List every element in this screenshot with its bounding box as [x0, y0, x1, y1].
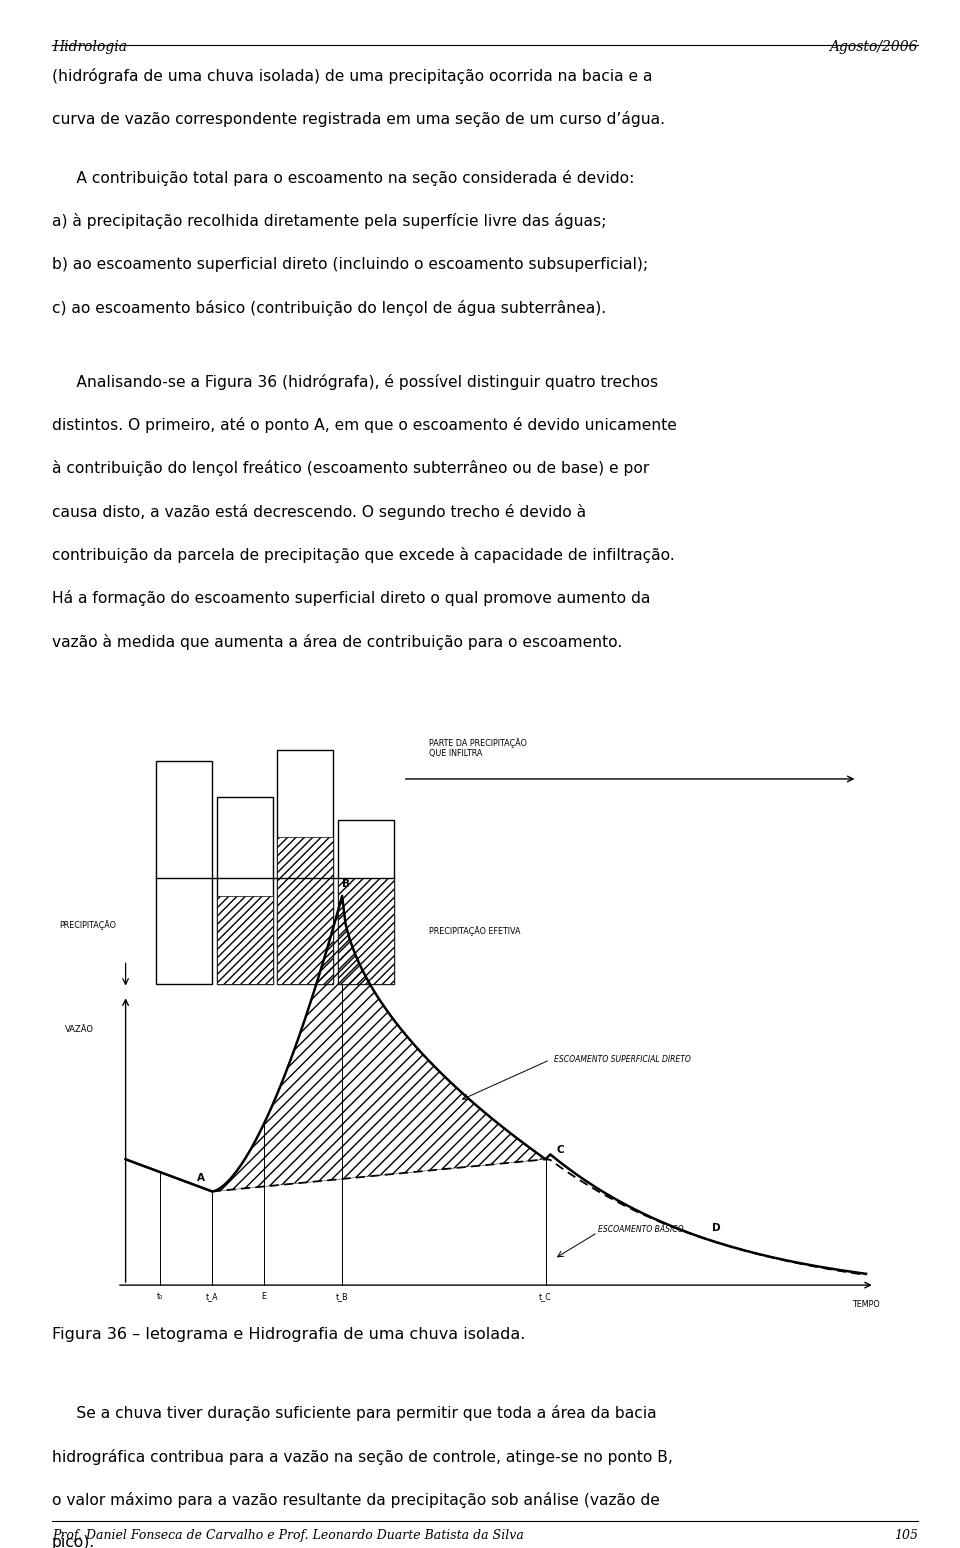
Text: c) ao escoamento básico (contribuição do lençol de água subterrânea).: c) ao escoamento básico (contribuição do…	[52, 300, 606, 316]
Text: Se a chuva tiver duração suficiente para permitir que toda a área da bacia: Se a chuva tiver duração suficiente para…	[52, 1406, 657, 1421]
Text: a) à precipitação recolhida diretamente pela superfície livre das águas;: a) à precipitação recolhida diretamente …	[52, 214, 607, 229]
Text: (hidrógrafa de uma chuva isolada) de uma precipitação ocorrida na bacia e a: (hidrógrafa de uma chuva isolada) de uma…	[52, 68, 653, 84]
Text: A: A	[197, 1173, 204, 1183]
Bar	[217, 797, 273, 985]
Bar	[217, 896, 273, 985]
Text: Há a formação do escoamento superficial direto o qual promove aumento da: Há a formação do escoamento superficial …	[52, 590, 650, 607]
Text: PARTE DA PRECIPITAÇÃO
QUE INFILTRA: PARTE DA PRECIPITAÇÃO QUE INFILTRA	[429, 738, 527, 759]
Text: pico).: pico).	[52, 1536, 95, 1548]
Text: distintos. O primeiro, até o ponto A, em que o escoamento é devido unicamente: distintos. O primeiro, até o ponto A, em…	[52, 416, 677, 433]
Text: A contribuição total para o escoamento na seção considerada é devido:: A contribuição total para o escoamento n…	[52, 170, 635, 186]
Text: 105: 105	[894, 1529, 918, 1542]
Text: Hidrologia: Hidrologia	[52, 40, 127, 54]
Text: VAZÃO: VAZÃO	[65, 1025, 94, 1034]
Text: TEMPO: TEMPO	[852, 1300, 880, 1308]
Text: B: B	[343, 879, 350, 889]
Text: o valor máximo para a vazão resultante da precipitação sob análise (vazão de: o valor máximo para a vazão resultante d…	[52, 1492, 660, 1508]
Text: b) ao escoamento superficial direto (incluindo o escoamento subsuperficial);: b) ao escoamento superficial direto (inc…	[52, 257, 648, 271]
Text: t₀: t₀	[157, 1293, 163, 1302]
Bar	[277, 749, 333, 985]
Text: E: E	[262, 1293, 267, 1302]
Bar	[338, 820, 394, 985]
Text: D: D	[712, 1223, 721, 1234]
Text: ESCOAMENTO SUPERFICIAL DIRETO: ESCOAMENTO SUPERFICIAL DIRETO	[554, 1056, 691, 1065]
Text: t_C: t_C	[540, 1293, 552, 1302]
Text: causa disto, a vazão está decrescendo. O segundo trecho é devido à: causa disto, a vazão está decrescendo. O…	[52, 503, 587, 520]
Text: à contribuição do lençol freático (escoamento subterrâneo ou de base) e por: à contribuição do lençol freático (escoa…	[52, 460, 649, 477]
Text: PRECIPITAÇÃO: PRECIPITAÇÃO	[59, 921, 116, 930]
Text: ESCOAMENTO BÁSICO: ESCOAMENTO BÁSICO	[597, 1224, 684, 1234]
Bar	[338, 878, 394, 985]
Text: t_A: t_A	[205, 1293, 219, 1302]
Text: PRECIPITAÇÃO EFETIVA: PRECIPITAÇÃO EFETIVA	[429, 926, 520, 937]
Text: curva de vazão correspondente registrada em uma seção de um curso d’água.: curva de vazão correspondente registrada…	[52, 111, 665, 127]
Text: contribuição da parcela de precipitação que excede à capacidade de infiltração.: contribuição da parcela de precipitação …	[52, 546, 675, 563]
Text: t_B: t_B	[336, 1293, 348, 1302]
Bar	[277, 837, 333, 985]
Bar	[156, 762, 212, 985]
Text: hidrográfica contribua para a vazão na seção de controle, atinge-se no ponto B,: hidrográfica contribua para a vazão na s…	[52, 1449, 673, 1464]
Text: C: C	[556, 1146, 564, 1155]
Text: Analisando-se a Figura 36 (hidrógrafa), é possível distinguir quatro trechos: Analisando-se a Figura 36 (hidrógrafa), …	[52, 373, 659, 390]
Text: vazão à medida que aumenta a área de contribuição para o escoamento.: vazão à medida que aumenta a área de con…	[52, 633, 622, 650]
Text: Agosto/2006: Agosto/2006	[829, 40, 918, 54]
Text: Figura 36 – Ietograma e Hidrografia de uma chuva isolada.: Figura 36 – Ietograma e Hidrografia de u…	[52, 1327, 525, 1342]
Text: Prof. Daniel Fonseca de Carvalho e Prof. Leonardo Duarte Batista da Silva: Prof. Daniel Fonseca de Carvalho e Prof.…	[52, 1529, 524, 1542]
